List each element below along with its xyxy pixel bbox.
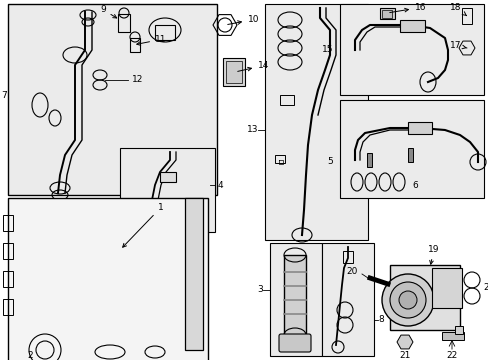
Bar — [264, 4, 367, 240]
FancyBboxPatch shape — [279, 334, 310, 352]
Bar — [8, 4, 217, 195]
Text: 17: 17 — [449, 41, 466, 50]
Text: 5: 5 — [326, 158, 332, 166]
Text: 4: 4 — [217, 180, 223, 189]
Bar — [454, 326, 462, 334]
Text: 13: 13 — [246, 126, 258, 135]
Text: 11: 11 — [137, 35, 166, 45]
Text: 9: 9 — [100, 5, 117, 18]
Bar — [3, 271, 13, 287]
Text: 1: 1 — [122, 203, 163, 247]
Ellipse shape — [398, 291, 416, 309]
Text: 14: 14 — [237, 61, 269, 71]
Text: 15: 15 — [321, 45, 332, 54]
Text: 8: 8 — [377, 315, 383, 324]
Bar — [407, 148, 412, 162]
Bar — [160, 172, 176, 182]
Text: 2: 2 — [27, 351, 33, 360]
Text: 18: 18 — [449, 3, 466, 16]
Text: 23: 23 — [482, 284, 488, 292]
Bar — [223, 58, 244, 86]
Bar — [366, 153, 371, 167]
Text: 6: 6 — [411, 180, 417, 189]
Text: 22: 22 — [446, 351, 457, 360]
Text: 12: 12 — [132, 76, 143, 85]
Bar — [184, 198, 203, 350]
Bar — [130, 38, 140, 52]
Bar — [8, 198, 207, 360]
Bar — [431, 268, 461, 308]
Text: 3: 3 — [257, 285, 263, 294]
Ellipse shape — [389, 282, 425, 318]
Bar — [3, 299, 13, 315]
Bar — [399, 20, 424, 32]
Bar — [381, 10, 391, 18]
Bar — [379, 8, 394, 19]
Bar — [407, 122, 431, 134]
Bar — [225, 61, 242, 83]
Bar — [284, 255, 305, 335]
Ellipse shape — [381, 274, 433, 326]
Bar — [120, 148, 215, 232]
Bar — [155, 25, 175, 40]
Text: 7: 7 — [1, 90, 7, 99]
Bar — [321, 243, 373, 356]
Text: 19: 19 — [427, 245, 439, 264]
Text: 16: 16 — [389, 3, 426, 13]
Bar — [274, 155, 285, 163]
Bar — [461, 8, 471, 24]
Bar — [342, 251, 352, 263]
Bar — [3, 243, 13, 259]
Bar — [339, 4, 483, 95]
Text: 20: 20 — [346, 267, 357, 276]
Text: 21: 21 — [399, 351, 410, 360]
Bar — [441, 332, 463, 340]
Bar — [269, 243, 321, 356]
Bar — [3, 215, 13, 231]
Bar — [339, 100, 483, 198]
Bar — [280, 95, 293, 105]
Bar — [389, 265, 459, 330]
Bar — [118, 14, 130, 32]
Text: 10: 10 — [227, 15, 259, 24]
